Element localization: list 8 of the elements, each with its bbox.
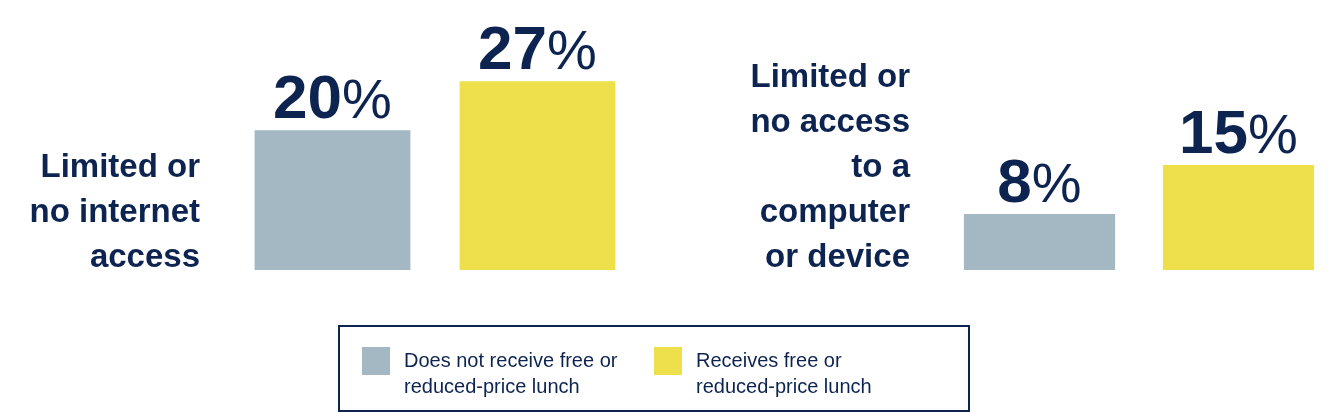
data-label: 8% <box>997 146 1082 216</box>
data-label: 15% <box>1179 97 1298 167</box>
data-label: 27% <box>478 13 597 83</box>
y-axis-title: Limited or no access to a computer or device <box>750 57 911 274</box>
data-label: 20% <box>273 62 392 132</box>
y-axis-title: Limited or no internet access <box>29 147 201 274</box>
legend-label: Does not receive free or reduced-price lunch <box>404 348 619 399</box>
legend-label: Receives free or reduced-price lunch <box>696 348 873 399</box>
